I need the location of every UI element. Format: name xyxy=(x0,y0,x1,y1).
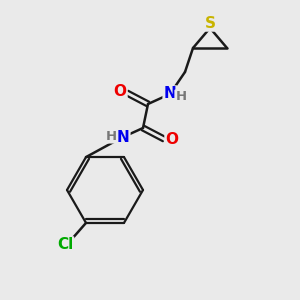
Text: N: N xyxy=(117,130,129,145)
Text: S: S xyxy=(205,16,215,31)
Text: N: N xyxy=(164,86,176,101)
Text: O: O xyxy=(166,133,178,148)
Text: H: H xyxy=(176,91,187,103)
Text: Cl: Cl xyxy=(57,237,73,252)
Text: H: H xyxy=(105,130,117,142)
Text: O: O xyxy=(113,85,127,100)
